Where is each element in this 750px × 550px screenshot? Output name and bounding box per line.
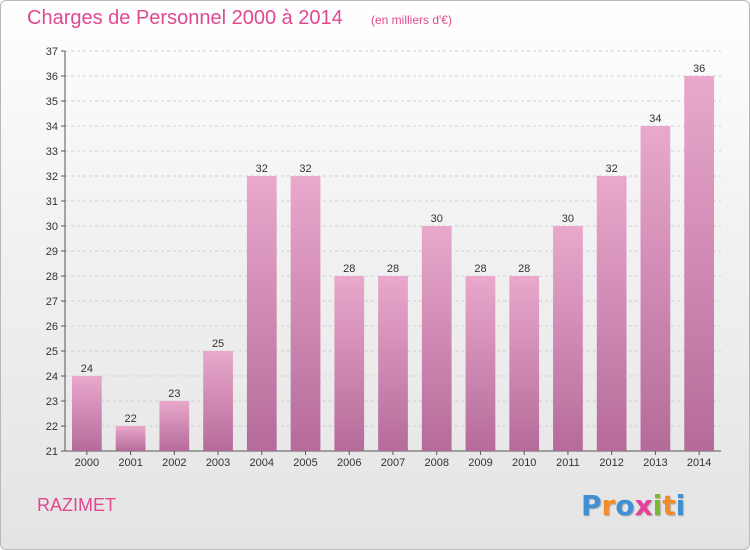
bar-value-label: 32 bbox=[606, 163, 618, 175]
logo-letter: i bbox=[675, 489, 686, 522]
chart-subtitle: (en milliers d'€) bbox=[371, 13, 452, 27]
y-tick-label: 25 bbox=[46, 346, 58, 358]
y-tick-label: 31 bbox=[46, 196, 58, 208]
bar bbox=[378, 276, 408, 451]
x-tick-label: 2008 bbox=[424, 457, 448, 469]
x-tick-label: 2006 bbox=[337, 457, 361, 469]
bar-value-label: 22 bbox=[124, 413, 136, 425]
y-tick-label: 26 bbox=[46, 321, 58, 333]
bar-value-label: 24 bbox=[81, 363, 93, 375]
x-tick-label: 2007 bbox=[381, 457, 405, 469]
proxiti-logo: Proxiti bbox=[581, 489, 685, 522]
x-tick-label: 2004 bbox=[250, 457, 274, 469]
x-tick-label: 2011 bbox=[556, 457, 580, 469]
x-tick-label: 2012 bbox=[599, 457, 623, 469]
bar-value-label: 32 bbox=[256, 163, 268, 175]
logo-letter: t bbox=[662, 489, 676, 522]
bar bbox=[159, 401, 190, 451]
bar-value-label: 28 bbox=[518, 263, 530, 275]
y-tick-label: 35 bbox=[46, 96, 58, 108]
bar bbox=[71, 376, 102, 451]
bar bbox=[290, 176, 321, 451]
bar bbox=[553, 226, 583, 451]
bar-value-label: 28 bbox=[387, 263, 399, 275]
bar bbox=[640, 126, 671, 451]
bar bbox=[465, 276, 496, 451]
x-tick-label: 2013 bbox=[643, 457, 667, 469]
bar-value-label: 28 bbox=[474, 263, 486, 275]
bar bbox=[596, 176, 627, 451]
bar-value-label: 30 bbox=[562, 213, 574, 225]
x-tick-label: 2000 bbox=[75, 457, 99, 469]
y-tick-label: 36 bbox=[46, 71, 58, 83]
bar bbox=[334, 276, 365, 451]
bar bbox=[115, 426, 146, 451]
x-tick-label: 2002 bbox=[162, 457, 186, 469]
x-tick-label: 2005 bbox=[293, 457, 317, 469]
y-tick-label: 21 bbox=[46, 446, 58, 458]
chart-title: Charges de Personnel 2000 à 2014 bbox=[27, 7, 343, 29]
y-tick-label: 30 bbox=[46, 221, 58, 233]
x-tick-label: 2001 bbox=[118, 457, 142, 469]
y-tick-label: 37 bbox=[46, 46, 58, 58]
bar-value-label: 30 bbox=[431, 213, 443, 225]
logo-letter: o bbox=[615, 489, 635, 522]
bar bbox=[203, 351, 233, 451]
bar-value-label: 28 bbox=[343, 263, 355, 275]
bar bbox=[421, 226, 452, 451]
y-tick-label: 34 bbox=[46, 121, 58, 133]
bar-value-label: 25 bbox=[212, 338, 224, 350]
commune-name: RAZIMET bbox=[37, 495, 116, 515]
y-tick-label: 29 bbox=[46, 246, 58, 258]
y-tick-label: 32 bbox=[46, 171, 58, 183]
logo-letter: r bbox=[601, 489, 616, 522]
y-tick-label: 28 bbox=[46, 271, 58, 283]
y-tick-label: 27 bbox=[46, 296, 58, 308]
bar bbox=[246, 176, 277, 451]
bar bbox=[684, 76, 715, 451]
y-tick-label: 24 bbox=[46, 371, 58, 383]
logo-letter: P bbox=[581, 489, 602, 522]
x-tick-label: 2009 bbox=[468, 457, 492, 469]
bar-value-label: 34 bbox=[649, 113, 661, 125]
bar bbox=[509, 276, 540, 451]
y-tick-label: 23 bbox=[46, 396, 58, 408]
y-tick-label: 33 bbox=[46, 146, 58, 158]
x-tick-label: 2003 bbox=[206, 457, 230, 469]
y-tick-label: 22 bbox=[46, 421, 58, 433]
x-tick-label: 2010 bbox=[512, 457, 536, 469]
bar-value-label: 23 bbox=[168, 388, 180, 400]
bar-value-label: 32 bbox=[299, 163, 311, 175]
logo-letter: x bbox=[634, 489, 653, 522]
x-tick-label: 2014 bbox=[687, 457, 711, 469]
logo-letter: i bbox=[652, 489, 663, 522]
bar-value-label: 36 bbox=[693, 63, 705, 75]
